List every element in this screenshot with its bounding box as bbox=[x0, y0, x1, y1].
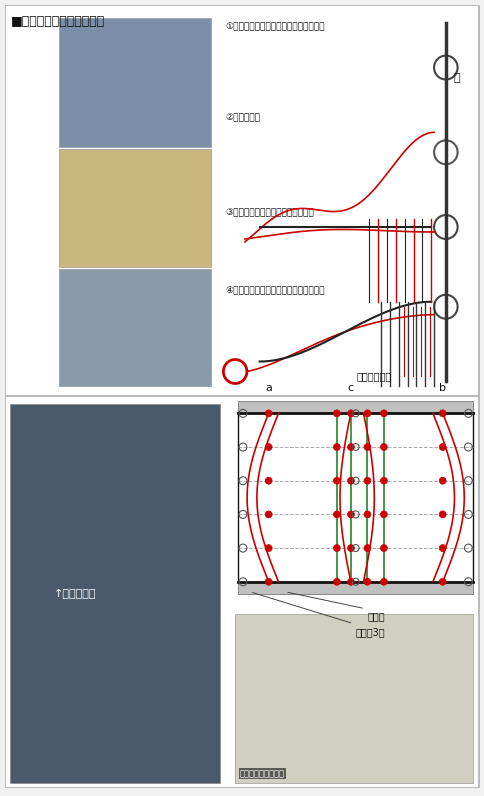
Circle shape bbox=[433, 215, 457, 239]
Circle shape bbox=[363, 578, 370, 585]
Circle shape bbox=[433, 295, 457, 318]
Text: ■手順３（いよいよ取付）: ■手順３（いよいよ取付） bbox=[11, 15, 105, 28]
Circle shape bbox=[333, 578, 340, 585]
Text: c: c bbox=[347, 384, 353, 393]
Circle shape bbox=[380, 478, 387, 484]
Circle shape bbox=[439, 443, 445, 451]
Text: ④針金を反対側のパイプなどに固定する: ④針金を反対側のパイプなどに固定する bbox=[225, 287, 324, 296]
Text: ②針金を巻く: ②針金を巻く bbox=[225, 112, 260, 122]
Circle shape bbox=[363, 410, 370, 417]
Circle shape bbox=[363, 511, 370, 518]
Circle shape bbox=[380, 410, 387, 417]
Circle shape bbox=[347, 478, 354, 484]
Bar bbox=[59, 18, 210, 147]
Circle shape bbox=[380, 544, 387, 552]
Circle shape bbox=[439, 511, 445, 518]
Bar bbox=[10, 404, 220, 783]
Text: ①壁から少し持ち出したパイプをつくる: ①壁から少し持ち出したパイプをつくる bbox=[225, 23, 324, 32]
Text: ロープ固定用フック: ロープ固定用フック bbox=[240, 769, 285, 778]
Circle shape bbox=[347, 544, 354, 552]
Circle shape bbox=[265, 578, 272, 585]
Circle shape bbox=[363, 443, 370, 451]
Circle shape bbox=[333, 478, 340, 484]
Bar bbox=[235, 614, 472, 783]
Text: 針金・・４列: 針金・・４列 bbox=[356, 372, 392, 381]
Circle shape bbox=[380, 443, 387, 451]
Text: パイプ: パイプ bbox=[367, 611, 384, 622]
Circle shape bbox=[347, 511, 354, 518]
Circle shape bbox=[265, 544, 272, 552]
Bar bbox=[59, 269, 210, 386]
Circle shape bbox=[433, 56, 457, 80]
Circle shape bbox=[380, 578, 387, 585]
Circle shape bbox=[265, 478, 272, 484]
Circle shape bbox=[333, 511, 340, 518]
Circle shape bbox=[347, 410, 354, 417]
Text: ロープ3本: ロープ3本 bbox=[355, 627, 384, 638]
Text: b: b bbox=[439, 384, 445, 393]
Circle shape bbox=[347, 578, 354, 585]
Circle shape bbox=[439, 410, 445, 417]
Circle shape bbox=[363, 544, 370, 552]
Circle shape bbox=[333, 544, 340, 552]
Circle shape bbox=[347, 443, 354, 451]
Circle shape bbox=[439, 578, 445, 585]
Text: ③針金にオーニングのリンクを通す: ③針金にオーニングのリンクを通す bbox=[225, 207, 314, 216]
Circle shape bbox=[265, 511, 272, 518]
Circle shape bbox=[363, 478, 370, 484]
Circle shape bbox=[439, 478, 445, 484]
Text: ↑オーニング: ↑オーニング bbox=[54, 589, 96, 599]
Bar bbox=[59, 150, 210, 267]
Circle shape bbox=[439, 544, 445, 552]
Text: 壁: 壁 bbox=[453, 72, 459, 83]
Bar bbox=[238, 401, 472, 413]
Circle shape bbox=[223, 360, 246, 384]
Circle shape bbox=[265, 443, 272, 451]
Circle shape bbox=[433, 140, 457, 164]
Circle shape bbox=[333, 410, 340, 417]
Circle shape bbox=[380, 511, 387, 518]
Bar bbox=[238, 582, 472, 594]
Text: a: a bbox=[265, 384, 272, 393]
Circle shape bbox=[265, 410, 272, 417]
Circle shape bbox=[333, 443, 340, 451]
